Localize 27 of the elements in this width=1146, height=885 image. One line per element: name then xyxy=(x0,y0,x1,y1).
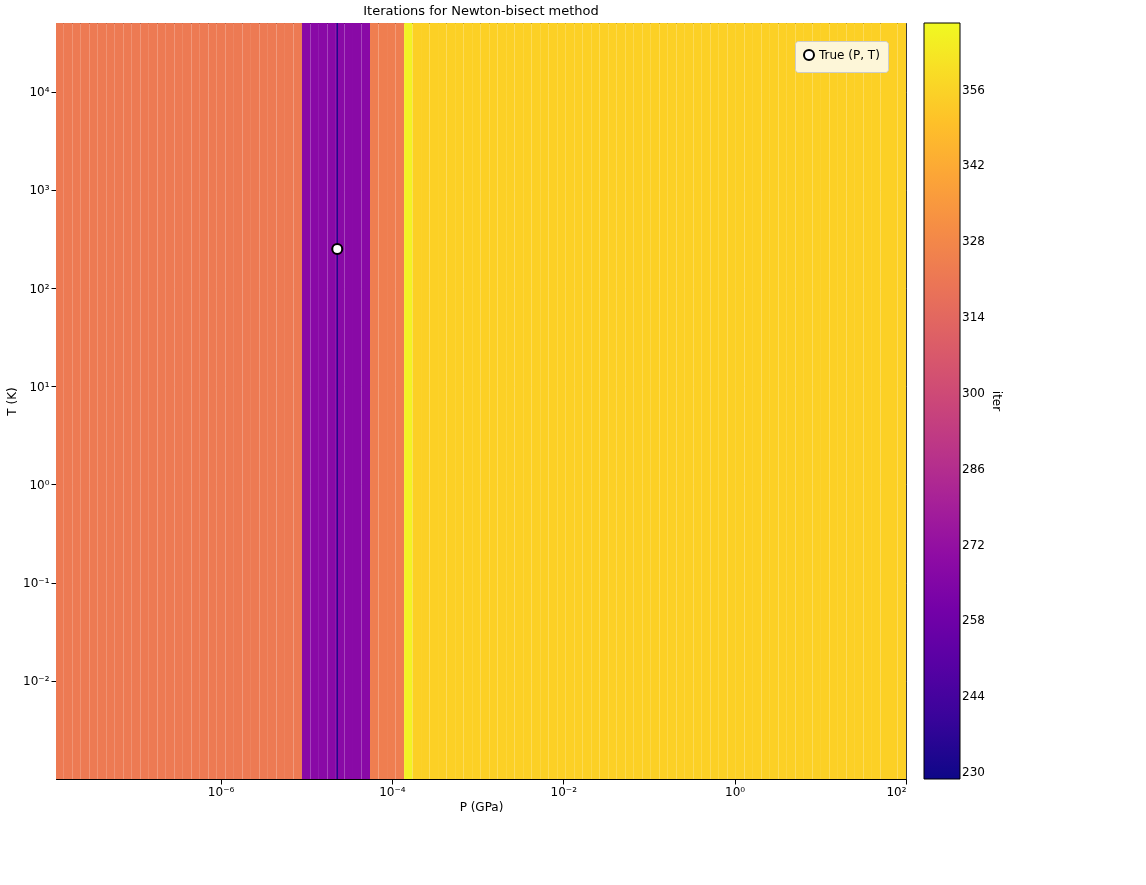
color-bar-label: 230 xyxy=(962,764,985,779)
x-tick-label: 10⁻⁶ xyxy=(207,784,235,799)
color-bar-label: 258 xyxy=(962,613,985,628)
y-tick-label: 10⁻² xyxy=(23,674,50,689)
y-tick-label: 10⁰ xyxy=(29,477,50,492)
legend-label: True (P, T) xyxy=(818,48,880,62)
y-tick-label: 10² xyxy=(29,281,50,296)
y-tick-label: 10³ xyxy=(29,183,50,198)
y-tick-label: 10⁻¹ xyxy=(23,576,50,591)
y-tick-label: 10⁴ xyxy=(29,85,50,100)
x-tick-label: 10² xyxy=(886,784,907,799)
color-bar-label: 300 xyxy=(962,385,985,400)
chart-title: Iterations for Newton-bisect method xyxy=(363,3,599,19)
color-bar-label: 272 xyxy=(962,537,985,552)
y-axis-title: T (K) xyxy=(5,387,20,417)
color-bar-label: 356 xyxy=(962,82,985,97)
color-bar-label: 286 xyxy=(962,461,985,476)
color-bar-label: 244 xyxy=(962,689,985,704)
color-bar-label: 328 xyxy=(962,234,985,249)
x-tick-label: 10⁰ xyxy=(725,784,746,799)
y-tick-label: 10¹ xyxy=(29,379,50,394)
color-bar-label: 342 xyxy=(962,158,985,173)
x-axis-title: P (GPa) xyxy=(459,799,504,814)
x-tick-label: 10⁻⁴ xyxy=(379,784,406,799)
color-bar-title: iter xyxy=(990,390,1004,412)
x-tick-label: 10⁻² xyxy=(550,784,578,799)
color-bar-label: 314 xyxy=(962,310,985,325)
